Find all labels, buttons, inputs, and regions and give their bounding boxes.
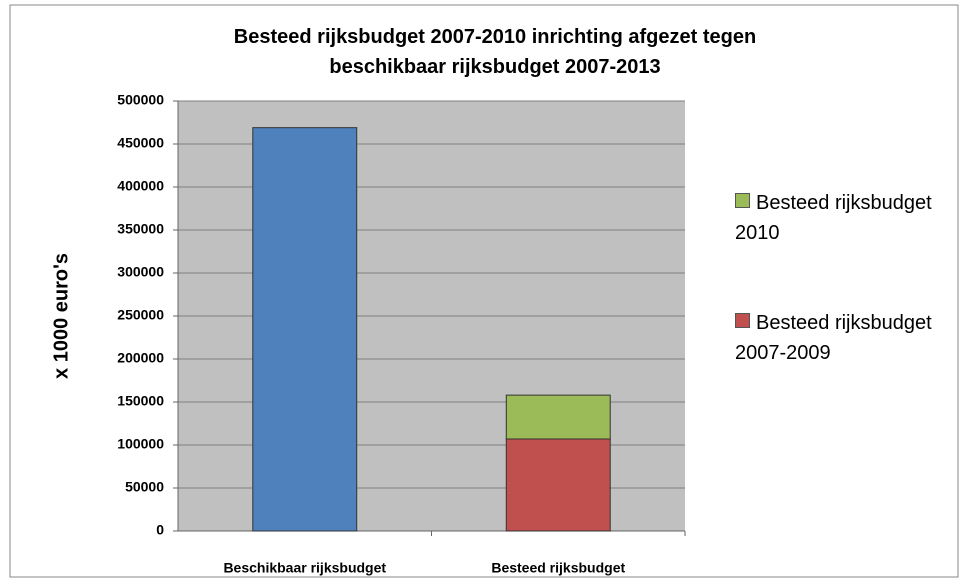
y-tick-label: 250000 [117, 307, 164, 323]
x-tick-label: Beschikbaar rijksbudget [223, 560, 386, 576]
x-tick-label: Besteed rijksbudget [491, 560, 625, 576]
y-tick-label: 0 [156, 522, 164, 538]
y-tick-label: 100000 [117, 436, 164, 452]
chart-border [9, 4, 959, 578]
bar-segment [505, 394, 611, 440]
bar-segment [505, 438, 611, 532]
legend-entry: Besteed rijksbudget 2010 [735, 188, 935, 248]
y-tick-label: 400000 [117, 178, 164, 194]
y-tick-label: 200000 [117, 350, 164, 366]
y-tick-label: 150000 [117, 393, 164, 409]
y-tick-label: 350000 [117, 221, 164, 237]
legend-label: Besteed rijksbudget 2010 [735, 192, 932, 244]
y-tick-label: 450000 [117, 135, 164, 151]
legend-swatch [735, 193, 750, 208]
legend-swatch [735, 313, 750, 328]
y-tick-label: 50000 [125, 479, 164, 495]
y-tick-label: 300000 [117, 264, 164, 280]
y-axis-label: x 1000 euro's [50, 253, 72, 379]
chart-title: Besteed rijksbudget 2007-2010 inrichting… [233, 26, 757, 78]
bar-segment [252, 127, 358, 532]
legend-entry: Besteed rijksbudget 2007-2009 [735, 308, 935, 368]
y-tick-label: 500000 [117, 92, 164, 108]
legend-label: Besteed rijksbudget 2007-2009 [735, 312, 932, 364]
